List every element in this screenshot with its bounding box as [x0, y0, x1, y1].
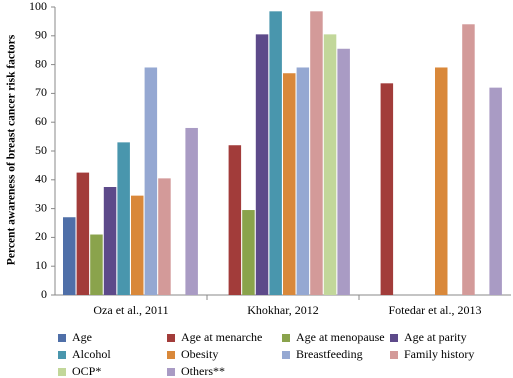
y-tick-label: 70	[35, 85, 47, 99]
legend-swatch	[167, 351, 175, 359]
bar	[296, 67, 310, 295]
y-tick-label: 80	[35, 56, 47, 70]
bar	[103, 187, 117, 295]
bar	[269, 11, 282, 295]
bar	[76, 172, 90, 295]
x-tick-label: Fotedar et al., 2013	[389, 303, 482, 317]
legend-swatch	[167, 368, 175, 376]
bar	[242, 210, 255, 295]
bar	[283, 73, 296, 296]
legend-swatch	[58, 351, 66, 359]
bar	[185, 127, 198, 296]
y-tick-label: 10	[35, 258, 47, 272]
legend-swatch	[58, 334, 66, 342]
legend-swatch	[390, 334, 398, 342]
y-tick-label: 0	[41, 287, 47, 301]
bar	[90, 234, 103, 295]
bar	[323, 34, 337, 296]
bar	[310, 11, 323, 295]
legend-swatch	[282, 351, 290, 359]
legend-label: Age	[72, 330, 92, 344]
legend-label: Obesity	[181, 347, 218, 361]
y-tick-label: 50	[35, 143, 47, 157]
legend-label: Breastfeeding	[296, 347, 363, 361]
legend-label: Family history	[404, 347, 474, 361]
bar	[117, 142, 130, 295]
bar	[131, 195, 144, 295]
legend-swatch	[167, 334, 175, 342]
x-tick-label: Oza et al., 2011	[93, 303, 168, 317]
legend-swatch	[390, 351, 398, 359]
legend-label: Age at menopause	[296, 330, 385, 344]
legend-swatch	[58, 368, 66, 376]
y-axis-title: Percent awareness of breast cancer risk …	[6, 34, 18, 265]
legend-label: Alcohol	[72, 347, 111, 361]
bar	[462, 24, 475, 296]
bar	[158, 178, 171, 295]
bar	[337, 48, 350, 296]
bar	[144, 67, 158, 295]
bar	[63, 217, 76, 295]
bar	[255, 34, 269, 296]
bar	[380, 83, 394, 295]
legend-label: OCP*	[72, 364, 101, 378]
bar	[435, 67, 448, 295]
bar	[228, 145, 242, 295]
legend-label: Age at parity	[404, 330, 467, 344]
y-tick-label: 20	[35, 229, 47, 243]
y-tick-label: 100	[29, 0, 47, 13]
legend-swatch	[282, 334, 290, 342]
y-tick-label: 60	[35, 114, 47, 128]
x-tick-label: Khokhar, 2012	[247, 303, 319, 317]
y-tick-label: 40	[35, 172, 47, 186]
legend-label: Age at menarche	[181, 330, 262, 344]
y-tick-label: 30	[35, 200, 47, 214]
legend-label: Others**	[181, 364, 225, 378]
bar	[489, 87, 502, 295]
y-tick-label: 90	[35, 28, 47, 42]
